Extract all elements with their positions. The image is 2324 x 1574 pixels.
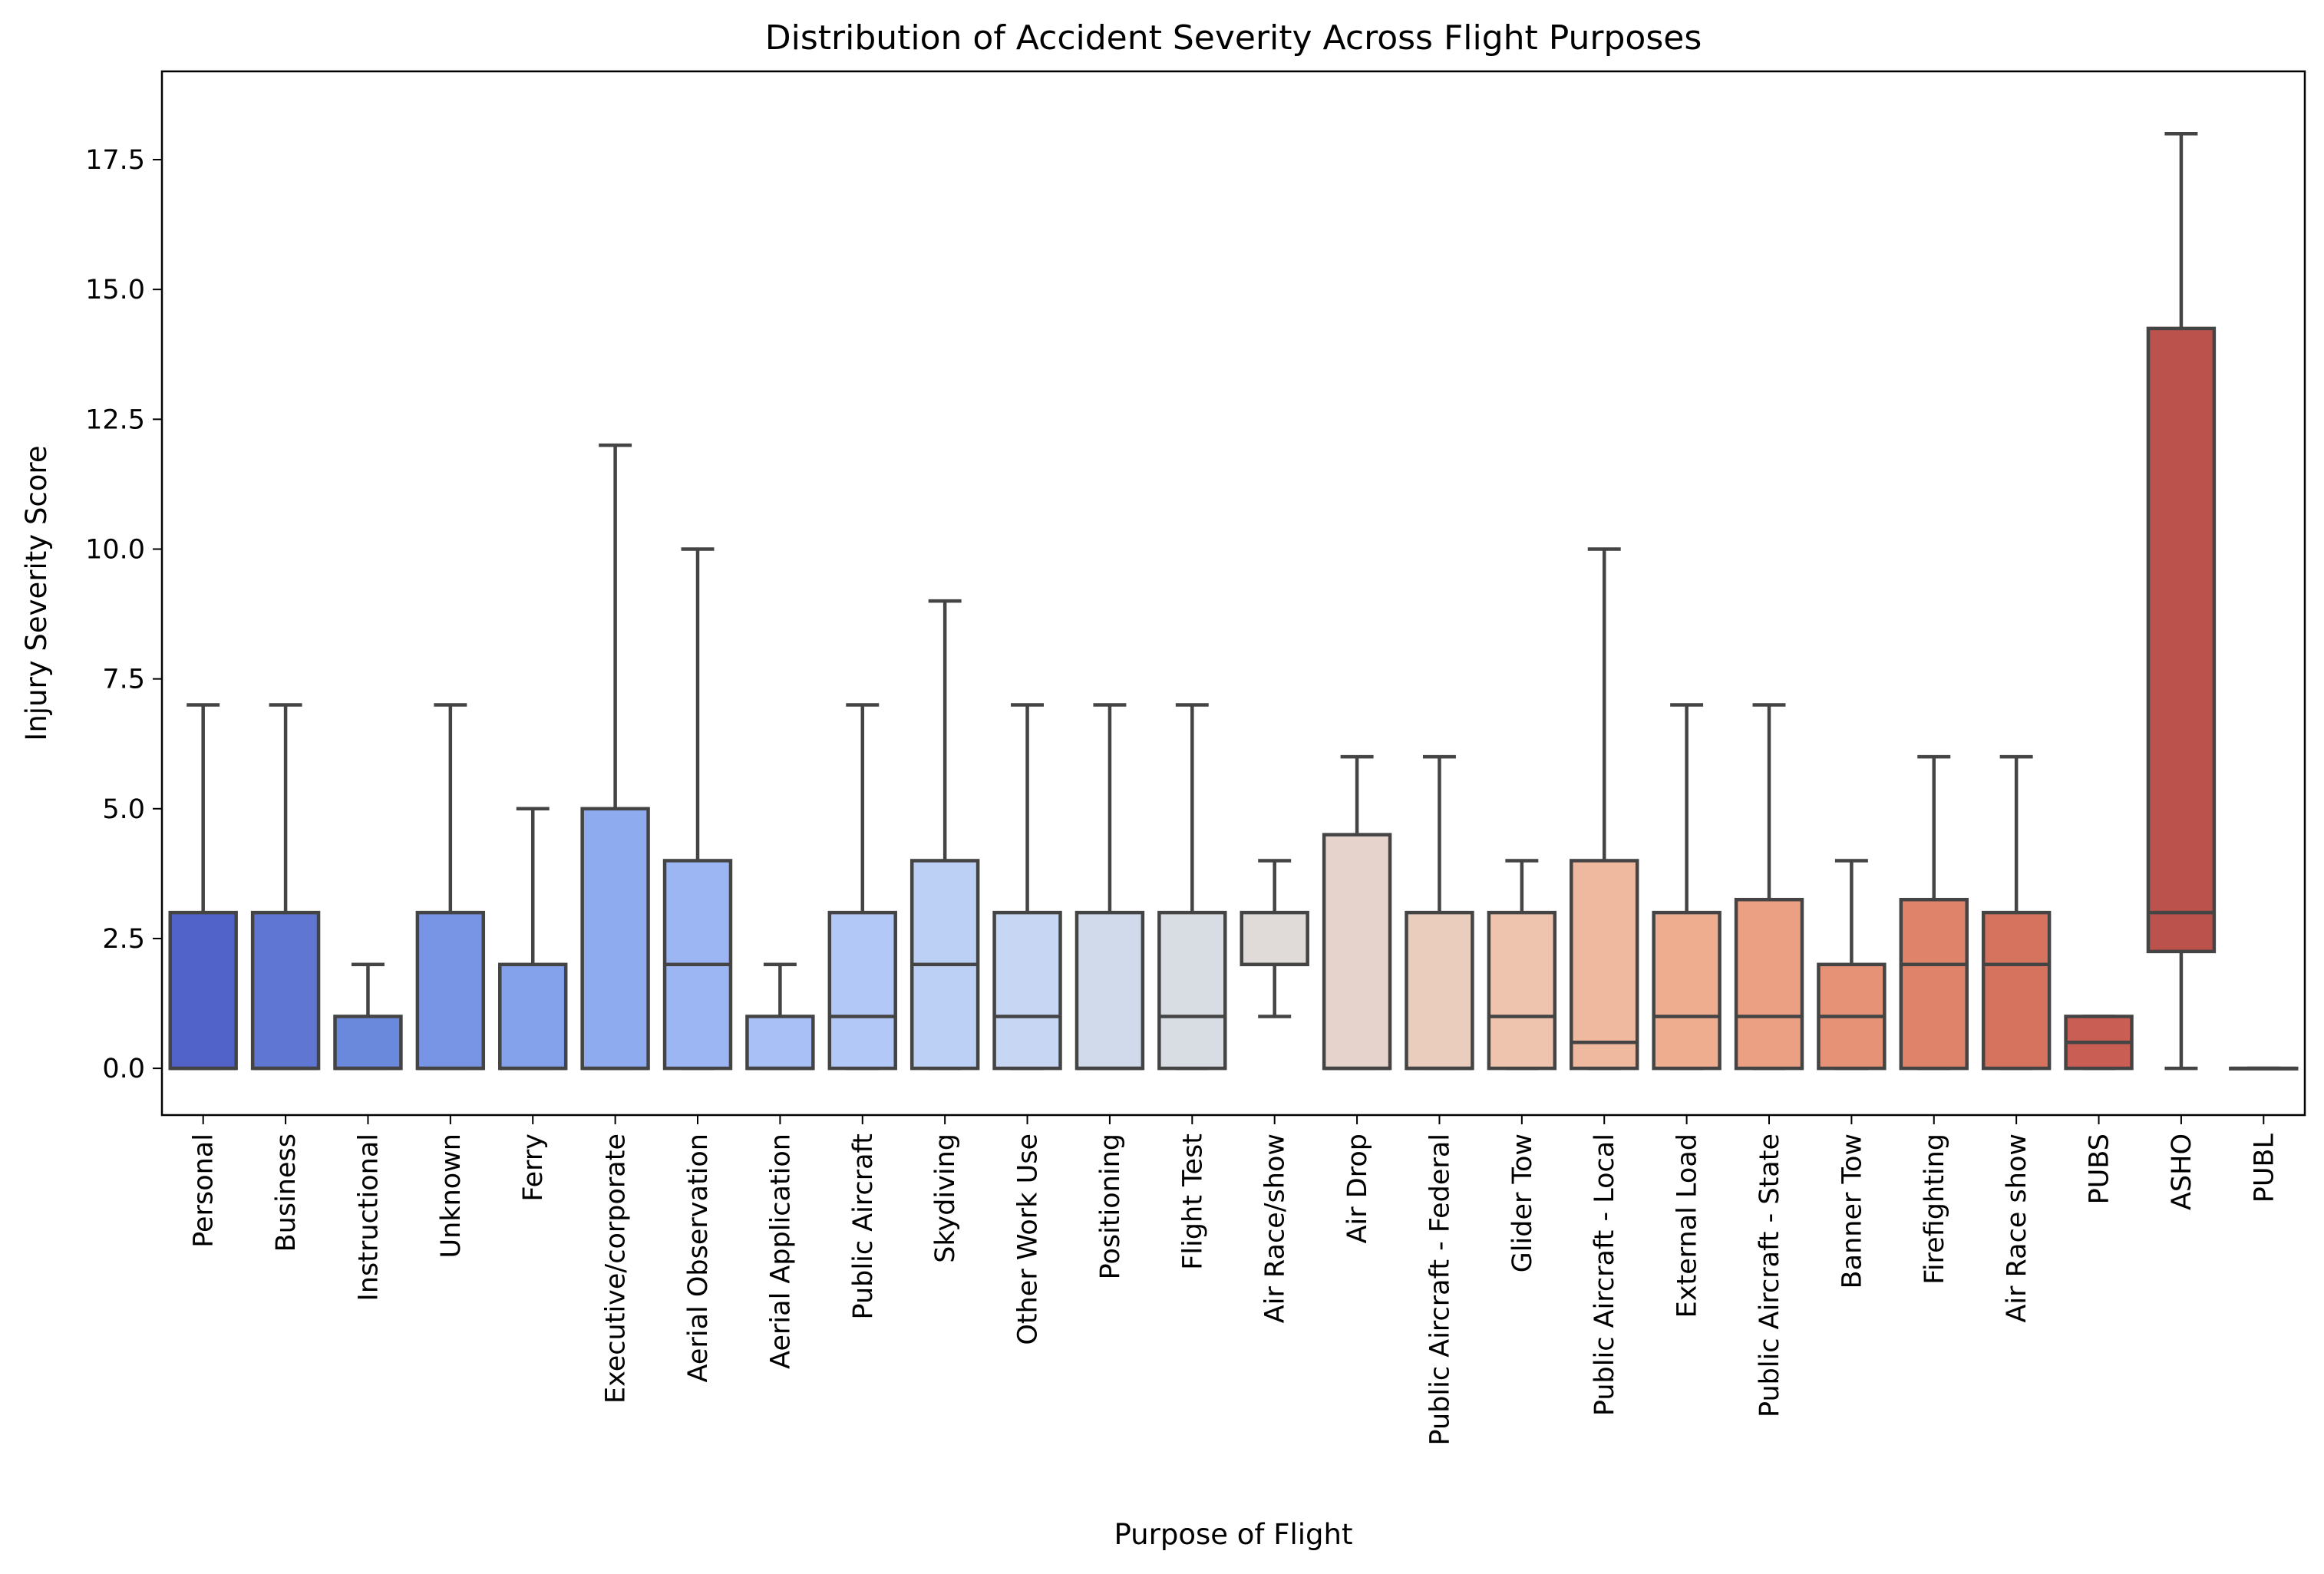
- plot-area: 0.0 2.5 5.0 7.5 10.0 12.5 15.0 17.5 Personal Busi…: [85, 131, 2299, 1445]
- x-tick-label: Skydiving: [930, 1133, 961, 1263]
- box-iqr: [1981, 910, 2052, 1071]
- box-iqr: [1322, 833, 1392, 1071]
- x-tick-label: Public Aircraft: [848, 1133, 879, 1320]
- x-tick-label: Business: [271, 1133, 302, 1252]
- box-iqr: [333, 1015, 403, 1071]
- x-tick-label: Positioning: [1095, 1133, 1126, 1279]
- chart-title: Distribution of Accident Severity Across…: [765, 18, 1702, 58]
- y-tick-label: 5.0: [102, 794, 145, 825]
- box-iqr: [827, 910, 897, 1071]
- box-iqr: [498, 962, 568, 1071]
- box-iqr: [1570, 859, 1639, 1071]
- x-tick-label: PUBL: [2249, 1133, 2279, 1203]
- x-tick-label: Air Drop: [1342, 1133, 1373, 1243]
- y-tick-label: 0.0: [102, 1054, 145, 1084]
- y-tick-label: 12.5: [85, 404, 145, 435]
- box-iqr: [580, 807, 650, 1071]
- x-tick-label: Firefighting: [1920, 1133, 1950, 1285]
- x-tick-label: ASHO: [2167, 1133, 2197, 1210]
- box-iqr: [1487, 910, 1557, 1071]
- box-iqr: [1240, 910, 1309, 967]
- x-axis-label: Purpose of Flight: [1114, 1518, 1353, 1551]
- box-iqr: [1652, 910, 1722, 1071]
- box-iqr: [168, 910, 238, 1071]
- y-tick-label: 10.0: [85, 534, 145, 565]
- x-tick-label: External Load: [1672, 1133, 1703, 1318]
- plot-frame: [160, 70, 2306, 1117]
- box-iqr: [1075, 910, 1145, 1071]
- x-tick-label: Unknown: [436, 1133, 467, 1258]
- y-tick-label: 7.5: [102, 665, 145, 695]
- x-tick-label: Air Race show: [2002, 1133, 2032, 1323]
- box-iqr: [1734, 897, 1804, 1071]
- box-iqr: [1157, 910, 1227, 1071]
- x-tick-label: Public Aircraft - Local: [1589, 1133, 1620, 1416]
- box-iqr: [992, 910, 1062, 1071]
- x-tick-label: PUBS: [2085, 1133, 2115, 1204]
- y-tick-label: 17.5: [85, 145, 145, 176]
- box-iqr: [250, 910, 321, 1071]
- x-tick-label: Public Aircraft - Federal: [1424, 1133, 1455, 1445]
- box-iqr: [1899, 897, 1969, 1071]
- x-tick-label: Aerial Application: [765, 1133, 796, 1369]
- y-axis-label: Injury Severity Score: [20, 445, 53, 741]
- y-tick-label: 15.0: [85, 275, 145, 305]
- x-tick-label: Glider Tow: [1507, 1133, 1538, 1272]
- x-tick-label: Banner Tow: [1837, 1133, 1867, 1289]
- x-tick-label: Executive/corporate: [601, 1133, 632, 1404]
- x-tick-label: Flight Test: [1177, 1133, 1208, 1270]
- y-tick-label: 2.5: [102, 924, 145, 955]
- x-tick-label: Instructional: [353, 1133, 384, 1302]
- x-tick-label: Public Aircraft - State: [1755, 1133, 1785, 1417]
- box-iqr: [745, 1015, 815, 1071]
- box-iqr: [1405, 910, 1474, 1071]
- box-iqr: [415, 910, 486, 1071]
- x-tick-label: Air Race/show: [1260, 1133, 1291, 1323]
- x-tick-label: Other Work Use: [1013, 1133, 1044, 1345]
- x-tick-label: Ferry: [518, 1133, 549, 1202]
- box-iqr: [2146, 326, 2217, 954]
- x-tick-label: Personal: [189, 1133, 220, 1248]
- x-tick-label: Aerial Observation: [683, 1133, 714, 1382]
